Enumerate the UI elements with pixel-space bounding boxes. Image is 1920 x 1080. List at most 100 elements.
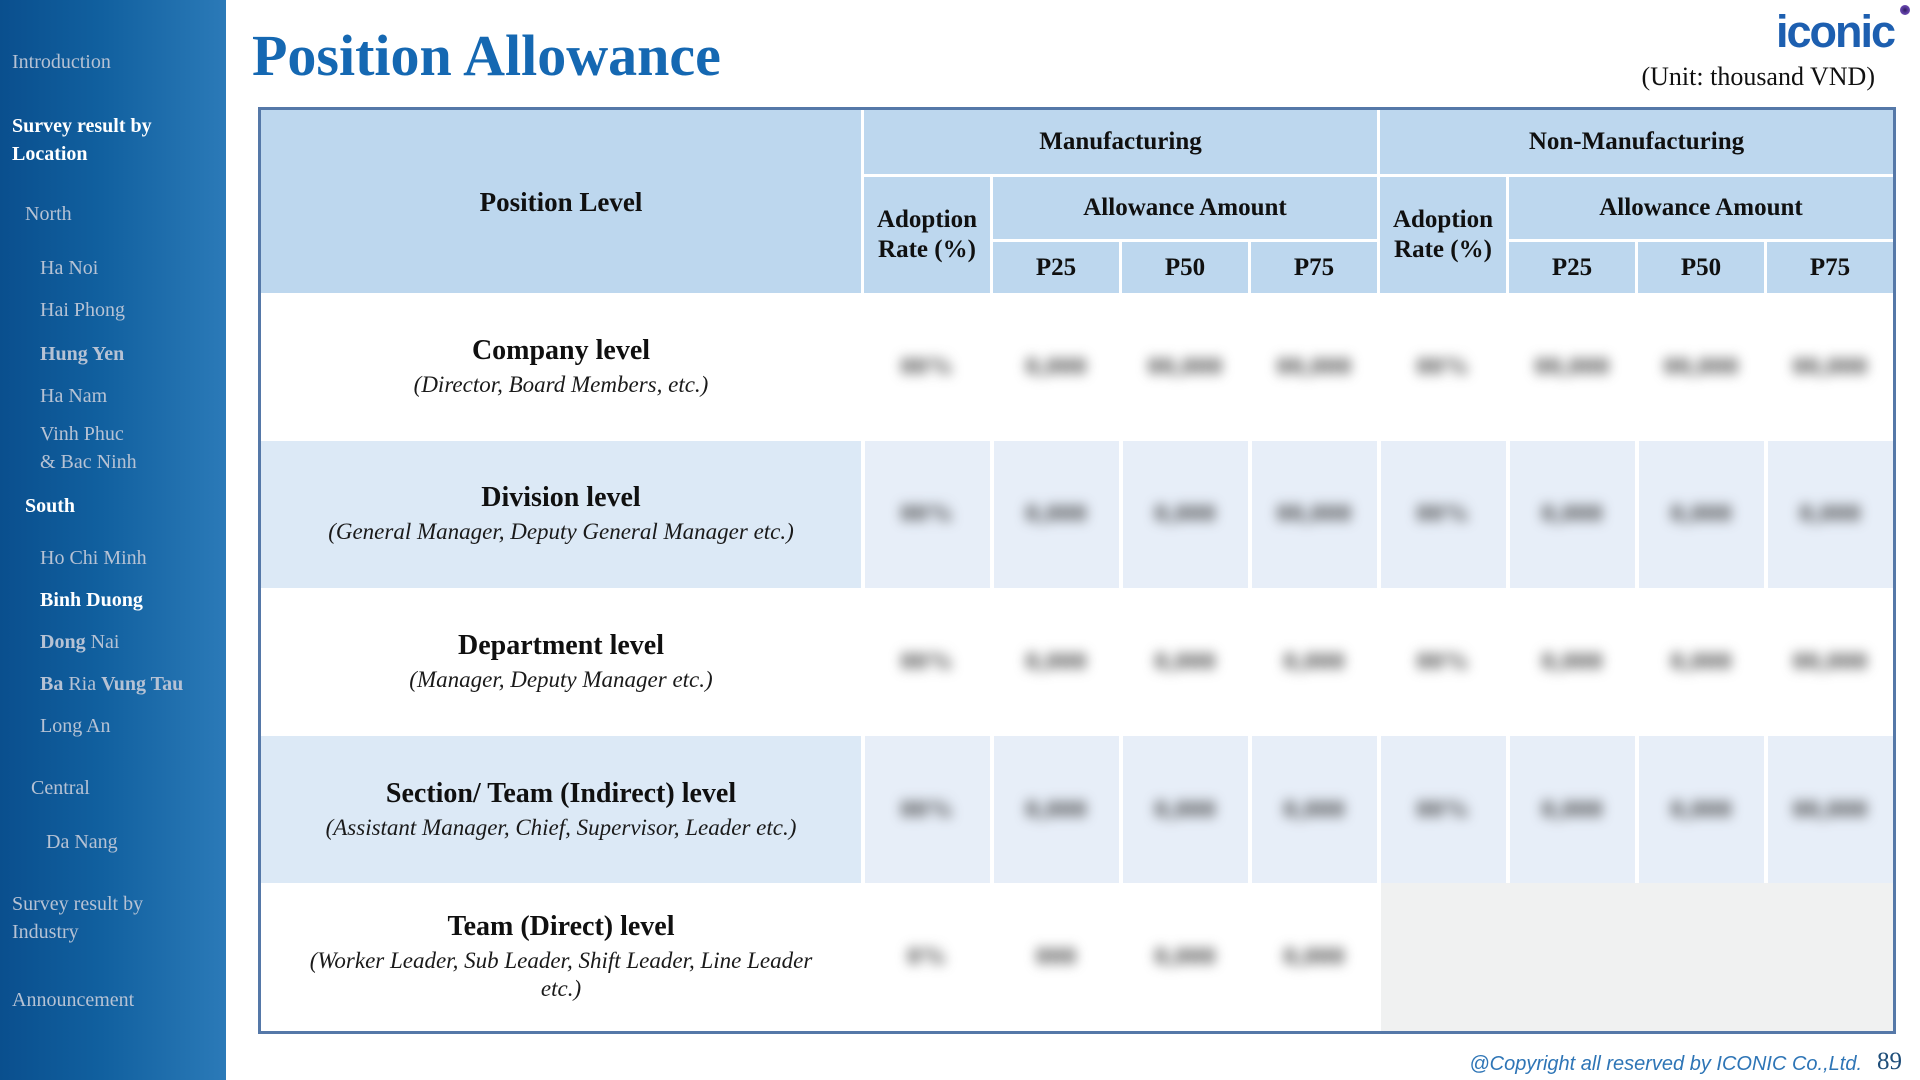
redacted-value: 00% bbox=[1417, 647, 1470, 675]
table-row: Team (Direct) level (Worker Leader, Sub L… bbox=[261, 883, 1893, 1031]
copyright-text: @Copyright all reserved by ICONIC Co.,Lt… bbox=[1469, 1053, 1862, 1075]
position-level-name: Division level bbox=[481, 482, 641, 514]
redacted-value: 0,000 bbox=[1025, 795, 1088, 823]
cell-nonmfg-adoption-rate: 00% bbox=[1381, 440, 1506, 589]
position-level-description: (General Manager, Deputy General Manager… bbox=[328, 519, 794, 545]
cell-nonmfg-adoption-rate: 00% bbox=[1381, 293, 1506, 441]
redacted-value: 00,000 bbox=[1793, 795, 1868, 823]
cell-mfg-p25: 0,000 bbox=[994, 440, 1119, 589]
redacted-value: 00% bbox=[1417, 500, 1470, 528]
iconic-logo: iconic bbox=[1775, 6, 1896, 57]
cell-position-level: Division level (General Manager, Deputy G… bbox=[261, 440, 861, 589]
cell-position-level: Section/ Team (Indirect) level (Assistant… bbox=[261, 735, 861, 884]
sidebar-item-ho-chi-minh[interactable]: Ho Chi Minh bbox=[40, 547, 147, 569]
position-level-name: Department level bbox=[457, 629, 665, 661]
position-level-name: Company level bbox=[471, 334, 651, 366]
table-row: Section/ Team (Indirect) level (Assistant… bbox=[261, 735, 1893, 884]
sidebar-item-introduction[interactable]: Introduction bbox=[12, 51, 111, 73]
cell-nonmfg-p25: 0,000 bbox=[1510, 735, 1635, 884]
table-row: Company level (Director, Board Members, e… bbox=[261, 293, 1893, 441]
sidebar-item-dong-nai[interactable]: Dong Nai bbox=[40, 631, 120, 653]
sidebar-item-ba-ria-vung-tau[interactable]: Ba Ria Vung Tau bbox=[40, 673, 184, 695]
redacted-value: 00,000 bbox=[1793, 352, 1868, 380]
redacted-value: 00,000 bbox=[1148, 352, 1223, 380]
unit-note: (Unit: thousand VND) bbox=[1641, 62, 1875, 91]
sidebar-item-binh-duong[interactable]: Binh Duong bbox=[40, 589, 143, 611]
cell-mfg-p50: 0,000 bbox=[1123, 883, 1248, 1031]
redacted-value: 00% bbox=[901, 500, 954, 528]
redacted-value: 0,000 bbox=[1154, 647, 1217, 675]
sidebar-item-survey-result-by-location[interactable]: Survey result by Location bbox=[12, 115, 152, 165]
header-p50-nonmfg: P50 bbox=[1638, 242, 1764, 293]
sidebar-item-announcement[interactable]: Announcement bbox=[12, 989, 135, 1011]
cell-mfg-p25: 0,000 bbox=[994, 588, 1119, 736]
cell-mfg-adoption-rate: 0% bbox=[865, 883, 990, 1031]
table-row: Department level (Manager, Deputy Manager… bbox=[261, 588, 1893, 736]
sidebar-item-hai-phong[interactable]: Hai Phong bbox=[40, 299, 125, 321]
page-title: Position Allowance bbox=[252, 23, 721, 88]
redacted-value: 0,000 bbox=[1154, 795, 1217, 823]
redacted-value: 0,000 bbox=[1541, 795, 1604, 823]
redacted-value: 0,000 bbox=[1025, 647, 1088, 675]
sidebar-item-survey-result-by-industry[interactable]: Survey result by Industry bbox=[12, 893, 144, 943]
redacted-value: 0,000 bbox=[1025, 500, 1088, 528]
cell-nonmfg-adoption-rate: 00% bbox=[1381, 588, 1506, 736]
sidebar-item-south[interactable]: South bbox=[25, 495, 76, 517]
redacted-value: 00,000 bbox=[1535, 352, 1610, 380]
position-level-name: Section/ Team (Indirect) level bbox=[385, 777, 737, 809]
header-p25-nonmfg: P25 bbox=[1509, 242, 1635, 293]
redacted-value: 0,000 bbox=[1670, 647, 1733, 675]
sidebar-item-ha-nam[interactable]: Ha Nam bbox=[40, 385, 108, 407]
cell-nonmfg-p75: 00,000 bbox=[1768, 735, 1893, 884]
cell-mfg-p25: 000 bbox=[994, 883, 1119, 1031]
cell-position-level: Department level (Manager, Deputy Manager… bbox=[261, 588, 861, 736]
header-adoption-rate-mfg: Adoption Rate (%) bbox=[864, 177, 990, 293]
redacted-value: 0,000 bbox=[1025, 352, 1088, 380]
redacted-value: 0,000 bbox=[1283, 795, 1346, 823]
page-number: 89 bbox=[1877, 1048, 1902, 1075]
redacted-value: 00% bbox=[1417, 795, 1470, 823]
sidebar-item-ha-noi[interactable]: Ha Noi bbox=[40, 257, 99, 279]
cell-nonmfg-p25: 0,000 bbox=[1510, 588, 1635, 736]
cell-mfg-p25: 0,000 bbox=[994, 293, 1119, 441]
cell-mfg-p75: 00,000 bbox=[1252, 293, 1377, 441]
cell-mfg-p75: 0,000 bbox=[1252, 883, 1377, 1031]
sidebar-item-hung-yen[interactable]: Hung Yen bbox=[40, 343, 125, 365]
position-allowance-table: Position Level Manufacturing Non-Manufac… bbox=[258, 107, 1896, 1034]
redacted-value: 0,000 bbox=[1670, 500, 1733, 528]
redacted-value: 0,000 bbox=[1541, 500, 1604, 528]
redacted-value: 00,000 bbox=[1277, 352, 1352, 380]
redacted-value: 0% bbox=[907, 943, 948, 971]
cell-mfg-p50: 00,000 bbox=[1123, 293, 1248, 441]
redacted-value: 000 bbox=[1036, 943, 1077, 971]
redacted-value: 0,000 bbox=[1799, 500, 1862, 528]
cell-nonmfg-p75: 0,000 bbox=[1768, 440, 1893, 589]
cell-nonmfg-p50: 0,000 bbox=[1639, 440, 1764, 589]
sidebar-item-da-nang[interactable]: Da Nang bbox=[46, 831, 118, 853]
cell-mfg-adoption-rate: 00% bbox=[865, 440, 990, 589]
cell-mfg-p75: 0,000 bbox=[1252, 588, 1377, 736]
table-body: Company level (Director, Board Members, e… bbox=[261, 293, 1893, 1031]
cell-nonmfg-p50: 0,000 bbox=[1639, 735, 1764, 884]
cell-nonmfg-p25: 00,000 bbox=[1510, 293, 1635, 441]
cell-mfg-p75: 00,000 bbox=[1252, 440, 1377, 589]
cell-mfg-p25: 0,000 bbox=[994, 735, 1119, 884]
redacted-value: 0,000 bbox=[1670, 795, 1733, 823]
sidebar-item-north[interactable]: North bbox=[25, 203, 72, 225]
cell-nonmfg-p50: 00,000 bbox=[1639, 293, 1764, 441]
header-group-manufacturing: Manufacturing bbox=[864, 110, 1377, 174]
sidebar-item-long-an[interactable]: Long An bbox=[40, 715, 111, 737]
table-row: Division level (General Manager, Deputy G… bbox=[261, 440, 1893, 589]
cell-nonmfg-p50: 0,000 bbox=[1639, 588, 1764, 736]
redacted-value: 00% bbox=[901, 795, 954, 823]
header-p75-mfg: P75 bbox=[1251, 242, 1377, 293]
redacted-value: 00,000 bbox=[1793, 647, 1868, 675]
cell-position-level: Company level (Director, Board Members, e… bbox=[261, 293, 861, 441]
header-p50-mfg: P50 bbox=[1122, 242, 1248, 293]
redacted-value: 0,000 bbox=[1154, 500, 1217, 528]
header-p75-nonmfg: P75 bbox=[1767, 242, 1893, 293]
sidebar-item-central[interactable]: Central bbox=[31, 777, 90, 799]
sidebar-item-vinh-phuc-bac-ninh[interactable]: Vinh Phuc & Bac Ninh bbox=[40, 423, 137, 473]
position-level-description: (Director, Board Members, etc.) bbox=[413, 371, 709, 397]
